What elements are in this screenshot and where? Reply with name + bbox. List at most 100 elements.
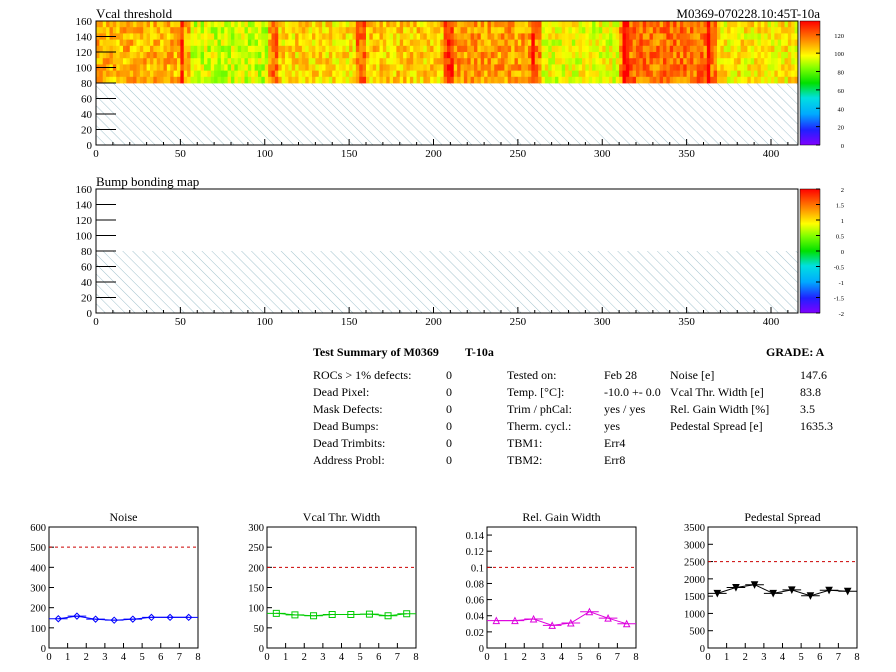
heatmap-cell <box>382 70 387 78</box>
heatmap-cell <box>173 45 178 53</box>
heatmap-cell <box>561 76 566 84</box>
heatmap-cell <box>602 45 607 53</box>
heatmap-cell <box>355 39 360 47</box>
heatmap-cell <box>794 21 799 28</box>
heatmap-cell <box>686 76 691 84</box>
heatmap-cell <box>767 52 772 59</box>
heatmap-cell <box>183 33 188 40</box>
heatmap-cell <box>490 27 495 34</box>
heatmap-cell <box>615 64 620 71</box>
heatmap-cell <box>544 33 549 40</box>
x-tick-label: 2 <box>522 652 527 663</box>
heatmap-cell <box>764 70 769 78</box>
heatmap-cell <box>227 45 232 53</box>
heatmap-cell <box>507 45 512 53</box>
heatmap-cell <box>484 21 488 28</box>
heatmap-cell <box>285 33 289 40</box>
heatmap-cell <box>649 45 654 53</box>
heatmap-cell <box>676 58 681 65</box>
heatmap-cell <box>531 70 536 78</box>
heatmap-cell <box>339 58 343 65</box>
y-tick-label: 40 <box>81 277 93 289</box>
heatmap-cell <box>241 58 245 65</box>
heatmap-cell <box>733 21 738 28</box>
heatmap-cell <box>490 45 495 53</box>
heatmap-cell <box>690 33 694 40</box>
heatmap-cell <box>760 58 765 65</box>
y-tick-label: 50 <box>254 624 265 635</box>
heatmap-cell <box>494 70 499 78</box>
heatmap-cell <box>538 33 542 40</box>
heatmap-cell <box>281 21 286 28</box>
heatmap-cell <box>760 70 765 78</box>
heatmap-cell <box>160 27 164 34</box>
heatmap-cell <box>207 39 212 47</box>
heatmap-cell <box>332 52 337 59</box>
heatmap-cell <box>301 64 306 71</box>
heatmap-cell <box>136 52 141 59</box>
heatmap-cell <box>166 64 171 71</box>
heatmap-cell <box>663 76 667 84</box>
data-point <box>328 611 336 619</box>
y-tick-label: 0.04 <box>466 612 485 623</box>
heatmap-cell <box>774 45 779 53</box>
heatmap-cell <box>136 21 141 28</box>
heatmap-cell <box>501 33 505 40</box>
heatmap-cell <box>413 45 418 53</box>
heatmap-cell <box>281 58 286 65</box>
heatmap-cell <box>207 33 212 40</box>
y-tick-label: 100 <box>248 604 264 615</box>
palette-tick-label: 120 <box>834 33 844 40</box>
heatmap-cell <box>760 45 765 53</box>
heatmap-cell <box>389 45 394 53</box>
heatmap-cell <box>555 58 559 65</box>
heatmap-cell <box>295 27 299 34</box>
heatmap-cell <box>747 33 752 40</box>
heatmap-cell <box>565 21 569 28</box>
heatmap-cell <box>166 58 171 65</box>
heatmap-cell <box>750 39 755 47</box>
heatmap-cell <box>723 52 728 59</box>
heatmap-cell <box>453 64 458 71</box>
heatmap-cell <box>598 70 603 78</box>
heatmap-cell <box>241 64 245 71</box>
heatmap-cell <box>301 33 306 40</box>
heatmap-cell <box>733 39 738 47</box>
heatmap-cell <box>676 76 681 84</box>
heatmap-cell <box>207 21 212 28</box>
heatmap-cell <box>666 64 671 71</box>
heatmap-cell <box>143 64 148 71</box>
heatmap-cell <box>622 52 627 59</box>
heatmap-cell <box>99 76 104 84</box>
heatmap-cell <box>571 64 576 71</box>
heatmap-cell <box>501 45 505 53</box>
heatmap-cell <box>204 21 208 28</box>
heatmap-cell <box>669 45 674 53</box>
heatmap-cell <box>575 58 580 65</box>
heatmap-cell <box>173 39 178 47</box>
heatmap-cell <box>693 39 698 47</box>
palette-tick-label: 20 <box>838 125 845 132</box>
heatmap-cell <box>426 45 431 53</box>
heatmap-cell <box>517 52 522 59</box>
heatmap-cell <box>490 52 495 59</box>
heatmap-cell <box>386 27 391 34</box>
heatmap-cell <box>403 52 407 59</box>
heatmap-cell <box>244 33 249 40</box>
heatmap-cell <box>781 27 785 34</box>
x-tick-label: 6 <box>376 652 381 663</box>
heatmap-cell <box>258 58 262 65</box>
heatmap-cell <box>366 27 370 34</box>
heatmap-cell <box>379 52 384 59</box>
heatmap-cell <box>227 64 232 71</box>
heatmap-cell <box>430 21 434 28</box>
heatmap-cell <box>332 27 337 34</box>
heatmap-cell <box>531 76 536 84</box>
heatmap-cell <box>291 45 296 53</box>
heatmap-cell <box>602 52 607 59</box>
heatmap-cell <box>538 27 542 34</box>
heatmap-cell <box>730 39 735 47</box>
heatmap-cell <box>744 33 748 40</box>
x-tick-label: 1 <box>503 652 508 663</box>
heatmap-cell <box>544 21 549 28</box>
